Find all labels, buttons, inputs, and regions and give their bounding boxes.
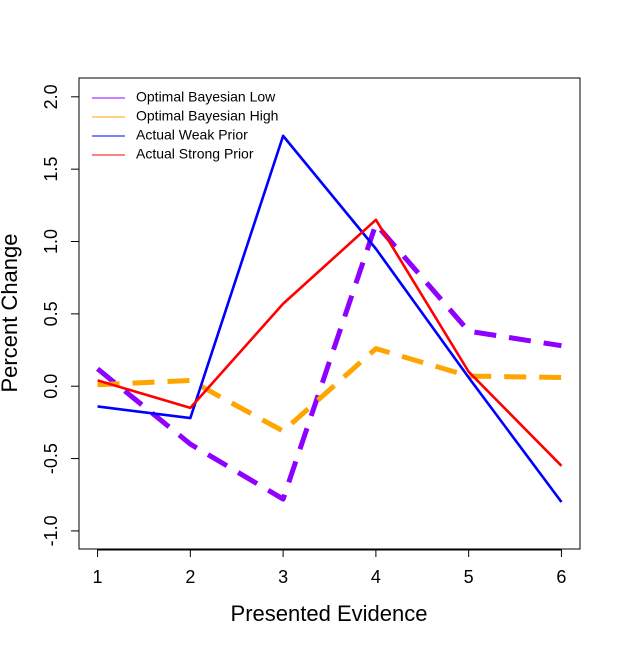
series-line [95,221,562,502]
x-tick-label: 5 [464,567,474,587]
y-tick-label: 0.5 [41,301,61,326]
legend-label: Actual Strong Prior [136,146,254,162]
y-tick-label: 1.5 [41,157,61,182]
x-axis-label: Presented Evidence [231,601,428,626]
series-line [97,218,563,467]
x-tick-label: 3 [278,567,288,587]
x-tick-label: 2 [185,567,195,587]
series-line [97,134,563,503]
legend-label: Actual Weak Prior [136,127,248,143]
y-tick-label: 1.0 [41,229,61,254]
y-axis-label: Percent Change [0,234,22,393]
series-line [97,346,562,434]
y-tick-label: -0.5 [41,443,61,474]
y-tick-label: 2.0 [41,84,61,109]
y-tick-label: -1.0 [41,515,61,546]
legend-label: Optimal Bayesian Low [136,89,276,105]
x-tick-label: 1 [93,567,103,587]
legend-label: Optimal Bayesian High [136,108,278,124]
y-tick-label: 0.0 [41,374,61,399]
x-tick-label: 6 [556,567,566,587]
x-tick-label: 4 [371,567,381,587]
